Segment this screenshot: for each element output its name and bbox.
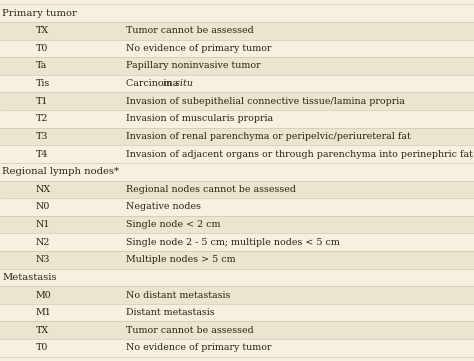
Text: Distant metastasis: Distant metastasis (126, 308, 214, 317)
Bar (0, 180, 474, 198)
Text: Single node 2 - 5 cm; multiple nodes < 5 cm: Single node 2 - 5 cm; multiple nodes < 5… (126, 238, 339, 247)
Text: N0: N0 (36, 203, 50, 212)
Text: Invasion of muscularis propria: Invasion of muscularis propria (126, 114, 273, 123)
Bar (0, 92, 474, 110)
Text: Negative nodes: Negative nodes (126, 203, 201, 212)
Text: N3: N3 (36, 255, 50, 264)
Text: No evidence of primary tumor: No evidence of primary tumor (126, 44, 271, 53)
Bar (0, 233, 474, 251)
Text: No distant metastasis: No distant metastasis (126, 291, 230, 300)
Text: Invasion of adjacent organs or through parenchyma into perinephric fat: Invasion of adjacent organs or through p… (126, 149, 473, 158)
Bar (0, 321, 474, 339)
Text: T3: T3 (36, 132, 48, 141)
Bar (0, 22, 474, 40)
Text: T2: T2 (36, 114, 48, 123)
Text: Regional lymph nodes*: Regional lymph nodes* (2, 167, 119, 176)
Bar (0, 198, 474, 216)
Text: Regional nodes cannot be assessed: Regional nodes cannot be assessed (126, 185, 296, 194)
Text: NX: NX (36, 185, 51, 194)
Text: M1: M1 (36, 308, 51, 317)
Text: N1: N1 (36, 220, 50, 229)
Bar (0, 339, 474, 357)
Text: in situ: in situ (163, 79, 193, 88)
Text: Primary tumor: Primary tumor (2, 9, 77, 18)
Text: T0: T0 (36, 343, 48, 352)
Text: TX: TX (36, 326, 49, 335)
Text: T4: T4 (36, 149, 48, 158)
Bar (0, 286, 474, 304)
Text: Papillary noninvasive tumor: Papillary noninvasive tumor (126, 61, 260, 70)
Text: TX: TX (36, 26, 49, 35)
Bar (0, 163, 474, 180)
Bar (0, 216, 474, 233)
Text: Invasion of subepithelial connective tissue/lamina propria: Invasion of subepithelial connective tis… (126, 97, 404, 106)
Text: M0: M0 (36, 291, 51, 300)
Text: Tis: Tis (36, 79, 50, 88)
Text: No evidence of primary tumor: No evidence of primary tumor (126, 343, 271, 352)
Bar (0, 57, 474, 75)
Text: Tumor cannot be assessed: Tumor cannot be assessed (126, 26, 254, 35)
Text: N2: N2 (36, 238, 50, 247)
Text: Invasion of renal parenchyma or peripelvic/periureteral fat: Invasion of renal parenchyma or peripelv… (126, 132, 410, 141)
Bar (0, 75, 474, 92)
Bar (0, 40, 474, 57)
Bar (0, 145, 474, 163)
Text: Metastasis: Metastasis (2, 273, 57, 282)
Bar (0, 251, 474, 269)
Bar (0, 110, 474, 128)
Bar (0, 304, 474, 321)
Bar (0, 4, 474, 22)
Text: Tumor cannot be assessed: Tumor cannot be assessed (126, 326, 254, 335)
Bar (0, 128, 474, 145)
Text: Multiple nodes > 5 cm: Multiple nodes > 5 cm (126, 255, 235, 264)
Text: Ta: Ta (36, 61, 47, 70)
Text: Carcinoma: Carcinoma (126, 79, 181, 88)
Text: T1: T1 (36, 97, 48, 106)
Bar (0, 269, 474, 286)
Text: Single node < 2 cm: Single node < 2 cm (126, 220, 220, 229)
Text: T0: T0 (36, 44, 48, 53)
